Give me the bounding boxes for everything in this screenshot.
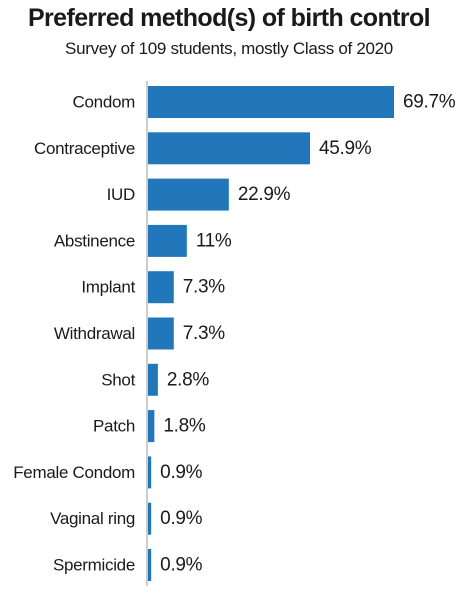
bar [148,271,174,304]
bar [148,224,187,257]
bar [148,456,152,489]
category-label: Spermicide [53,556,135,575]
category-label: IUD [107,185,135,204]
category-label: Implant [81,278,135,297]
bar [148,502,152,535]
value-label: 7.3% [183,323,226,344]
value-label: 69.7% [403,92,456,113]
category-label: Patch [93,417,135,436]
category-label: Abstinence [54,231,135,250]
value-label: 22.9% [238,184,291,205]
value-label: 0.9% [160,555,203,576]
value-label: 2.8% [167,369,210,390]
bar [148,410,155,443]
bars-layer: Condom 69.7% Contraceptive 45.9% IUD 22.9% Abs… [13,86,456,581]
category-label: Condom [73,93,136,112]
bar [148,178,229,211]
category-label: Female Condom [13,463,135,482]
category-label: Vaginal ring [50,509,135,528]
bar [148,363,158,396]
value-label: 1.8% [163,416,206,437]
value-label: 11% [196,230,232,251]
bar [148,132,310,165]
chart-title: Preferred method(s) of birth control [27,4,431,32]
chart-subtitle: Survey of 109 students, mostly Class of … [65,39,393,58]
value-label: 0.9% [160,462,203,483]
value-label: 45.9% [319,138,372,159]
value-label: 0.9% [160,508,203,529]
value-label: 7.3% [183,277,226,298]
bar [148,317,174,350]
category-label: Withdrawal [54,324,135,343]
category-label: Shot [101,370,135,389]
bar [148,86,394,118]
bar [148,549,152,581]
category-label: Contraceptive [34,139,135,158]
